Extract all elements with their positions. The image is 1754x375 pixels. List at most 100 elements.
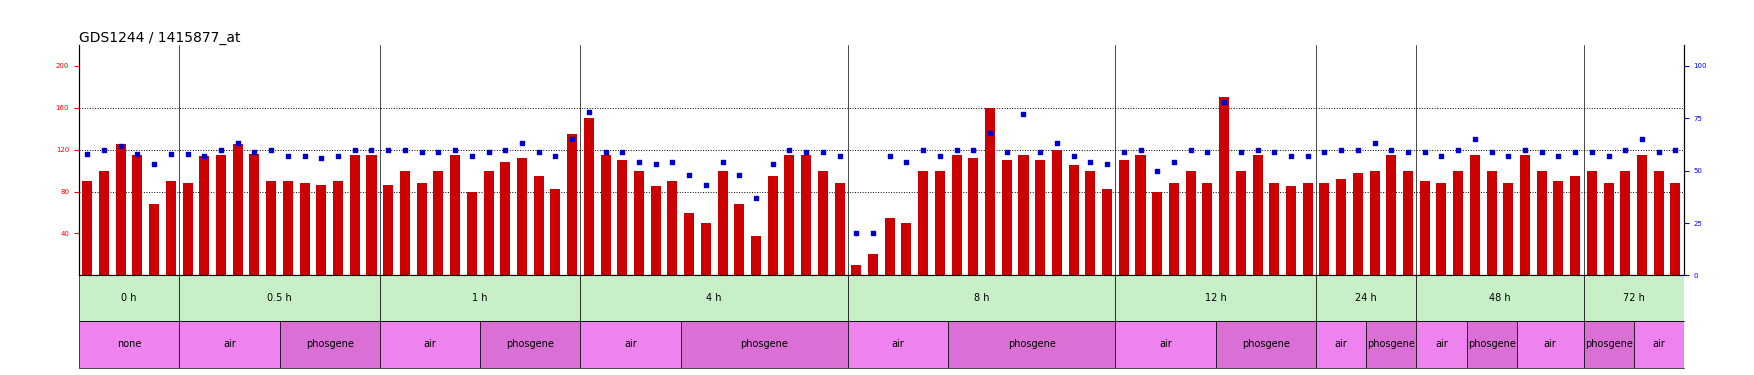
Bar — [968, 158, 979, 275]
Point — [440, 147, 468, 153]
Bar — [333, 181, 344, 275]
Bar — [1470, 155, 1480, 275]
Bar — [500, 162, 510, 275]
Bar — [1570, 176, 1580, 275]
Bar — [784, 155, 795, 275]
Bar — [382, 185, 393, 275]
Text: 0 h: 0 h — [121, 293, 137, 303]
Point — [558, 136, 586, 142]
Bar — [1521, 155, 1529, 275]
Point — [1394, 149, 1422, 155]
FancyBboxPatch shape — [1415, 321, 1466, 368]
Bar — [1086, 171, 1094, 275]
Point — [1428, 153, 1456, 159]
Point — [691, 182, 719, 188]
Bar — [1237, 171, 1245, 275]
Bar — [467, 192, 477, 275]
Bar — [1168, 183, 1179, 275]
Point — [542, 153, 570, 159]
Bar — [200, 156, 209, 275]
Bar — [116, 144, 126, 275]
Bar — [1419, 181, 1430, 275]
Point — [1026, 149, 1054, 155]
Bar — [651, 186, 661, 275]
Bar — [149, 204, 160, 275]
Point — [340, 147, 368, 153]
Bar — [702, 223, 710, 275]
Point — [274, 153, 302, 159]
Point — [1310, 149, 1338, 155]
Bar — [735, 204, 744, 275]
Point — [1277, 153, 1305, 159]
Point — [1177, 147, 1205, 153]
Point — [1645, 149, 1673, 155]
Bar — [1035, 160, 1045, 275]
Bar — [802, 155, 810, 275]
Bar — [533, 176, 544, 275]
FancyBboxPatch shape — [1316, 275, 1415, 321]
Point — [1410, 149, 1438, 155]
Point — [1579, 149, 1607, 155]
Point — [123, 151, 151, 157]
Point — [1294, 153, 1323, 159]
Point — [1010, 111, 1038, 117]
Text: 0.5 h: 0.5 h — [267, 293, 291, 303]
Text: air: air — [1435, 339, 1447, 350]
Bar — [433, 171, 444, 275]
FancyBboxPatch shape — [1316, 321, 1366, 368]
FancyBboxPatch shape — [581, 321, 681, 368]
FancyBboxPatch shape — [179, 275, 381, 321]
Bar — [1252, 155, 1263, 275]
Point — [1210, 99, 1238, 105]
Point — [1193, 149, 1221, 155]
Text: 8 h: 8 h — [973, 293, 989, 303]
Bar — [1437, 183, 1447, 275]
Bar — [1654, 171, 1665, 275]
FancyBboxPatch shape — [481, 321, 581, 368]
Point — [1244, 147, 1272, 153]
Point — [424, 149, 453, 155]
Bar — [1337, 179, 1345, 275]
Bar — [1052, 150, 1061, 275]
Point — [1461, 136, 1489, 142]
Point — [1361, 140, 1389, 146]
FancyBboxPatch shape — [949, 321, 1116, 368]
Text: air: air — [1652, 339, 1665, 350]
Bar — [98, 171, 109, 275]
Point — [1628, 136, 1656, 142]
Point — [307, 155, 335, 161]
Point — [140, 161, 168, 167]
Bar — [935, 171, 945, 275]
Bar — [1119, 160, 1130, 275]
Text: phosgene: phosgene — [1468, 339, 1515, 350]
Bar — [400, 171, 410, 275]
Point — [458, 153, 486, 159]
Point — [1344, 147, 1372, 153]
Bar — [484, 171, 493, 275]
FancyBboxPatch shape — [1633, 321, 1684, 368]
Point — [926, 153, 954, 159]
Bar — [584, 118, 595, 275]
Point — [407, 149, 435, 155]
Bar — [1102, 189, 1112, 275]
Point — [1059, 153, 1087, 159]
Point — [842, 231, 870, 237]
Bar — [167, 181, 175, 275]
Point — [189, 153, 217, 159]
Bar — [817, 171, 828, 275]
Point — [258, 147, 286, 153]
FancyBboxPatch shape — [79, 275, 179, 321]
Text: 1 h: 1 h — [472, 293, 488, 303]
Point — [509, 140, 537, 146]
Point — [1661, 147, 1689, 153]
Point — [491, 147, 519, 153]
Bar — [417, 183, 426, 275]
Bar — [1452, 171, 1463, 275]
Bar — [1386, 155, 1396, 275]
Point — [675, 172, 703, 178]
Point — [724, 172, 752, 178]
Bar — [1537, 171, 1547, 275]
Text: phosgene: phosgene — [1584, 339, 1633, 350]
Bar — [133, 155, 142, 275]
Bar — [1203, 183, 1212, 275]
